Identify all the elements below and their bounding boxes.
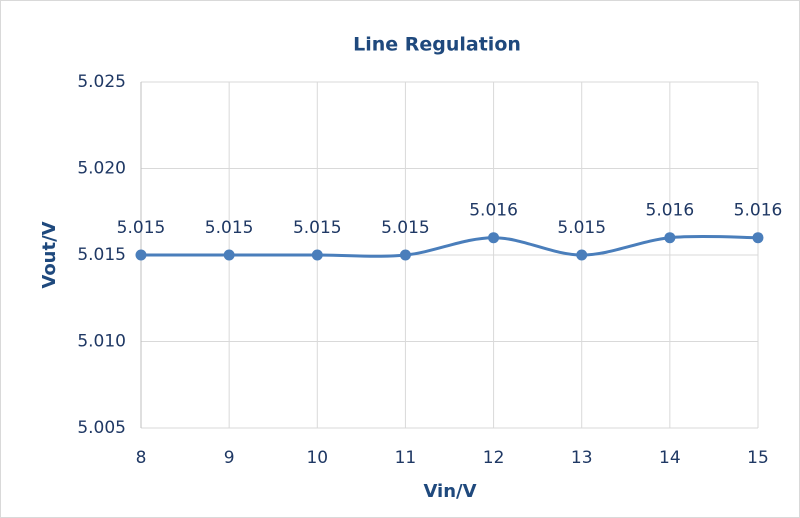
- data-point: [488, 232, 500, 244]
- data-point: [223, 249, 235, 261]
- x-tick-label: 11: [395, 448, 417, 468]
- y-tick-label: 5.020: [77, 159, 126, 179]
- data-point: [664, 232, 676, 244]
- data-point: [752, 232, 764, 244]
- data-label: 5.015: [117, 218, 166, 238]
- x-tick-label: 12: [483, 448, 505, 468]
- data-label: 5.016: [734, 201, 783, 221]
- chart-title: Line Regulation: [353, 34, 521, 56]
- x-tick-label: 8: [136, 448, 147, 468]
- y-tick-label: 5.015: [77, 245, 126, 265]
- data-label: 5.015: [205, 218, 254, 238]
- data-line: [141, 234, 759, 258]
- data-label: 5.015: [381, 218, 430, 238]
- y-tick-label: 5.005: [77, 418, 126, 438]
- data-label: 5.015: [557, 218, 606, 238]
- x-tick-label: 13: [571, 448, 593, 468]
- x-tick-label: 14: [659, 448, 681, 468]
- data-point: [311, 249, 323, 261]
- y-axis-label: Vout/V: [39, 221, 60, 288]
- x-tick-label: 15: [747, 448, 769, 468]
- data-point: [135, 249, 147, 261]
- data-label: 5.016: [469, 201, 518, 221]
- data-label: 5.016: [646, 201, 695, 221]
- data-point: [399, 249, 411, 261]
- x-tick-label: 10: [306, 448, 328, 468]
- x-axis-label: Vin/V: [423, 481, 476, 502]
- x-tick-label: 9: [224, 448, 235, 468]
- data-point: [576, 249, 588, 261]
- y-tick-label: 5.010: [77, 332, 126, 352]
- data-label: 5.015: [293, 218, 342, 238]
- y-tick-label: 5.025: [77, 72, 126, 92]
